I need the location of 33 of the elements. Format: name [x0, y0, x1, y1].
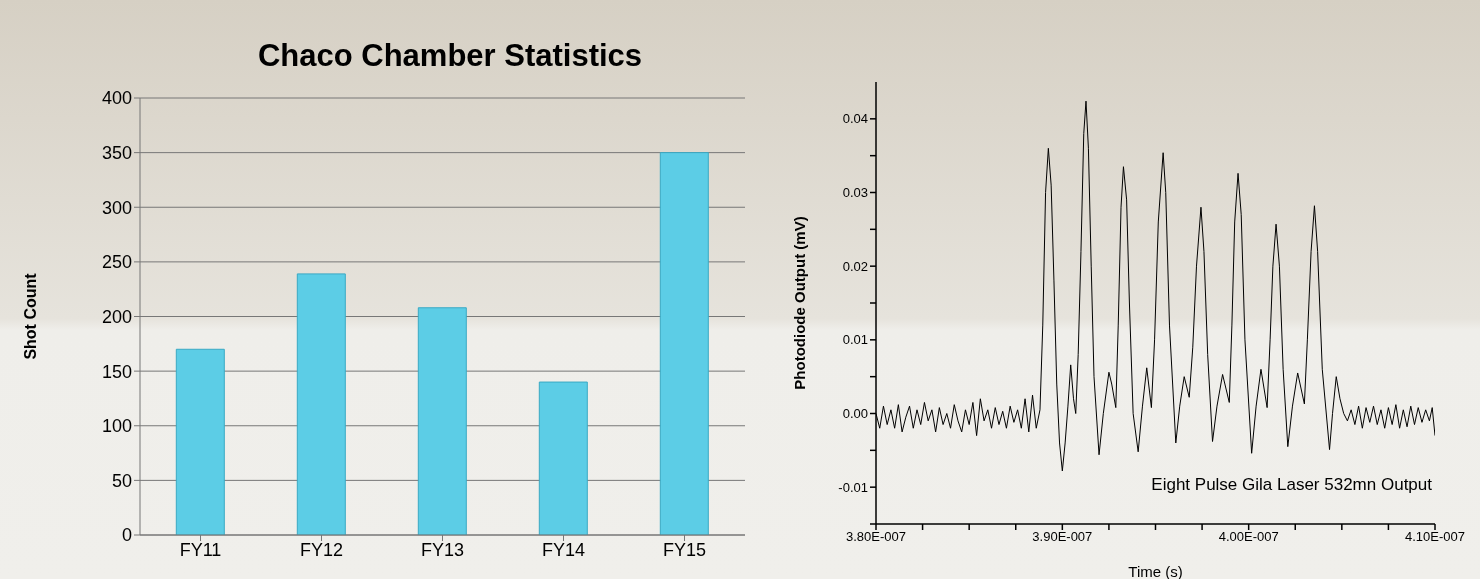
- y-axis-title: Photodiode Output (mV): [791, 216, 809, 390]
- y-tick-label: 50: [111, 470, 132, 491]
- bar: [538, 381, 588, 535]
- x-tick-label: FY15: [662, 539, 707, 560]
- y-tick-label: 350: [101, 143, 132, 164]
- x-tick-label: 3.80E-007: [846, 529, 906, 545]
- y-tick-label: 0: [121, 525, 132, 546]
- y-tick-label: 0.04: [842, 111, 868, 127]
- y-tick-label: 300: [101, 197, 132, 218]
- y-tick-label: 0.01: [842, 332, 868, 348]
- x-tick-label: FY12: [299, 539, 344, 560]
- y-tick-label: 100: [101, 416, 132, 437]
- x-tick-label: FY14: [541, 539, 586, 560]
- chart-title: Chaco Chamber Statistics: [256, 38, 644, 74]
- y-tick-label: 0.00: [842, 406, 868, 422]
- x-tick-label: FY13: [420, 539, 465, 560]
- y-tick-label: 200: [101, 306, 132, 327]
- x-tick-label: 3.90E-007: [1032, 529, 1093, 545]
- bar: [175, 348, 225, 535]
- y-tick-label: 150: [101, 361, 132, 382]
- x-tick-label: 4.10E-007: [1405, 529, 1465, 545]
- y-axis-title: Shot Count: [21, 272, 39, 360]
- x-tick-label: FY11: [179, 539, 222, 560]
- bar: [296, 273, 346, 535]
- y-tick-label: 250: [101, 252, 132, 273]
- y-tick-label: -0.01: [838, 479, 868, 495]
- annotation: Eight Pulse Gila Laser 532mn Output: [1151, 475, 1432, 495]
- bar: [417, 307, 467, 535]
- x-tick-label: 4.00E-007: [1218, 529, 1279, 545]
- y-tick-label: 0.03: [842, 185, 868, 201]
- bar: [659, 152, 709, 535]
- y-tick-label: 0.02: [842, 258, 868, 274]
- y-tick-label: 400: [101, 88, 132, 109]
